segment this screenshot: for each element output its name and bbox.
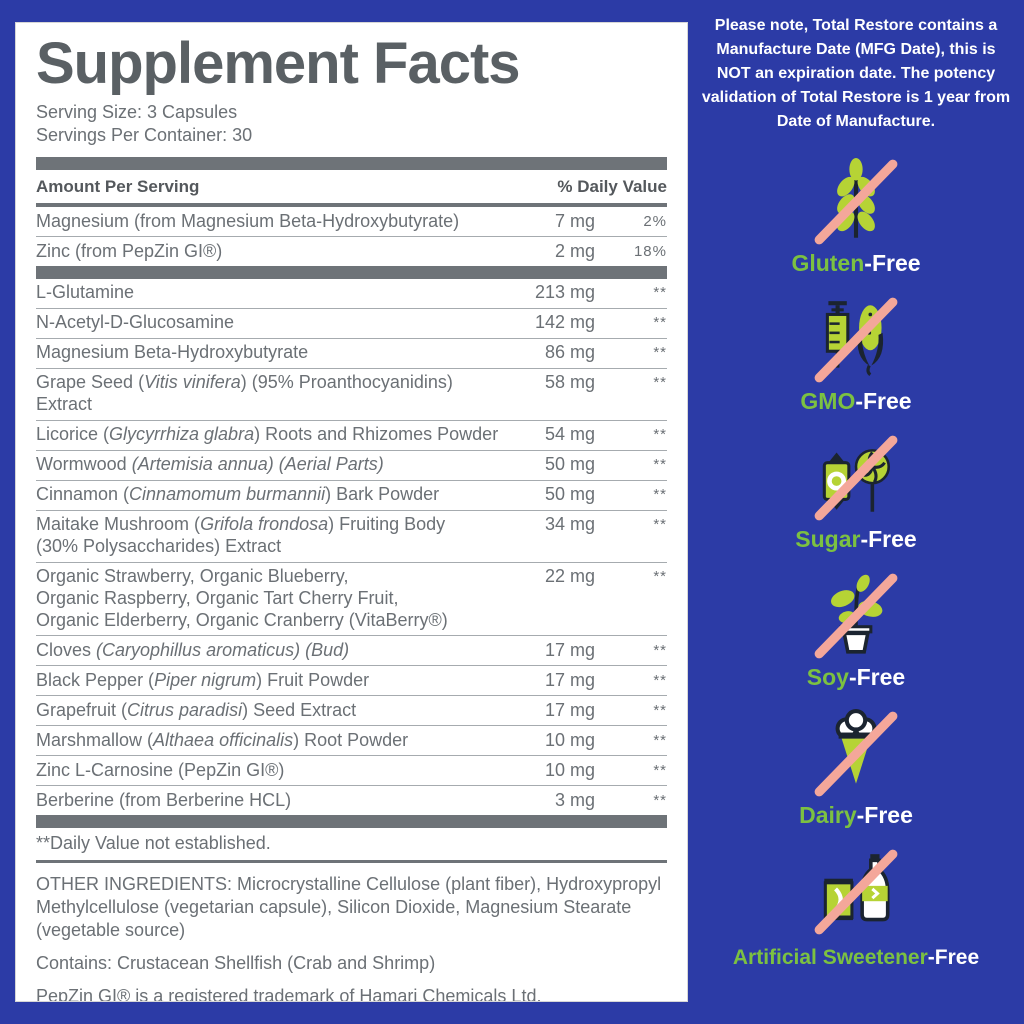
table-row: Licorice (Glycyrrhiza glabra) Roots and …	[36, 419, 667, 450]
wheat-icon	[804, 156, 908, 248]
table-row: Zinc L-Carnosine (PepZin GI®) 10 mg **	[36, 755, 667, 785]
table-row: Wormwood (Artemisia annua) (Aerial Parts…	[36, 449, 667, 480]
other-ingredients: OTHER INGREDIENTS: Microcrystalline Cell…	[36, 874, 662, 941]
servings-per-container: Servings Per Container: 30	[36, 125, 253, 146]
table-row: Cinnamon (Cinnamomum burmannii) Bark Pow…	[36, 479, 667, 510]
table-row: Cloves (Caryophillus aromaticus) (Bud) 17…	[36, 635, 667, 665]
table-row: Berberine (from Berberine HCL) 3 mg **	[36, 785, 667, 815]
table-row: Magnesium (from Magnesium Beta-Hydroxybu…	[36, 210, 667, 231]
header-divider	[36, 203, 667, 208]
syringe-corn-icon	[804, 294, 908, 386]
section-divider	[36, 815, 667, 829]
badge-gmo-free: GMO-Free	[800, 294, 912, 415]
table-row: N-Acetyl-D-Glucosamine 142 mg **	[36, 307, 667, 338]
table-row: L-Glutamine 213 mg **	[36, 282, 667, 303]
daily-value-footnote: **Daily Value not established.	[36, 833, 271, 854]
plant-pot-icon	[804, 570, 908, 662]
trademark-line-1: PepZin GI® is a registered trademark of …	[36, 986, 542, 1002]
table-row: Magnesium Beta-Hydroxybutyrate 86 mg **	[36, 337, 667, 368]
badge-gluten-free: Gluten-Free	[791, 156, 921, 277]
table-row: Grapefruit (Citrus paradisi) Seed Extrac…	[36, 695, 667, 725]
table-row: Maitake Mushroom (Grifola frondosa) Frui…	[36, 509, 667, 562]
can-bottle-icon	[804, 846, 908, 938]
candy-lollipop-icon	[804, 432, 908, 524]
free-from-badges: Gluten-Free	[733, 156, 979, 987]
table-row: Marshmallow (Althaea officinalis) Root P…	[36, 725, 667, 755]
ice-cream-icon	[804, 708, 908, 800]
footnote-divider	[36, 860, 667, 864]
badge-label: Sugar-Free	[795, 526, 917, 552]
badge-label: Artificial Sweetener-Free	[732, 946, 980, 969]
amount-per-serving-header: Amount Per Serving	[36, 177, 200, 197]
badge-dairy-free: Dairy-Free	[799, 708, 913, 829]
daily-value-header: % Daily Value	[557, 177, 667, 197]
allergen-statement: Contains: Crustacean Shellfish (Crab and…	[36, 953, 436, 974]
section-divider	[36, 265, 667, 279]
ingredient-rows: Magnesium (from Magnesium Beta-Hydroxybu…	[36, 207, 667, 829]
table-row: Organic Strawberry, Organic Blueberry, Or…	[36, 561, 667, 636]
table-header: Amount Per Serving % Daily Value	[36, 170, 667, 203]
badge-label: Gluten-Free	[791, 250, 921, 276]
table-row: Grape Seed (Vitis vinifera) (95% Proanth…	[36, 367, 667, 420]
mfg-date-note: Please note, Total Restore contains a Ma…	[701, 17, 1011, 130]
badge-label: Dairy-Free	[799, 802, 913, 828]
section-divider	[36, 157, 667, 171]
table-row: Black Pepper (Piper nigrum) Fruit Powder…	[36, 665, 667, 695]
supplement-facts-title: Supplement Facts	[36, 31, 521, 96]
badge-artificial-sweetener-free: Artificial Sweetener-Free	[733, 846, 979, 970]
serving-size: Serving Size: 3 Capsules	[36, 102, 238, 122]
badge-sugar-free: Sugar-Free	[795, 432, 917, 553]
badge-soy-free: Soy-Free	[804, 570, 908, 691]
table-row: Zinc (from PepZin GI®) 2 mg 18%	[36, 236, 667, 266]
trademark-statement: PepZin GI® is a registered trademark of …	[36, 985, 667, 1002]
badge-label: GMO-Free	[800, 388, 912, 414]
supplement-facts-panel: Supplement Facts Serving Size: 3 Capsule…	[15, 22, 688, 1002]
info-panel: Please note, Total Restore contains a Ma…	[688, 0, 1024, 1024]
badge-label: Soy-Free	[806, 664, 906, 690]
